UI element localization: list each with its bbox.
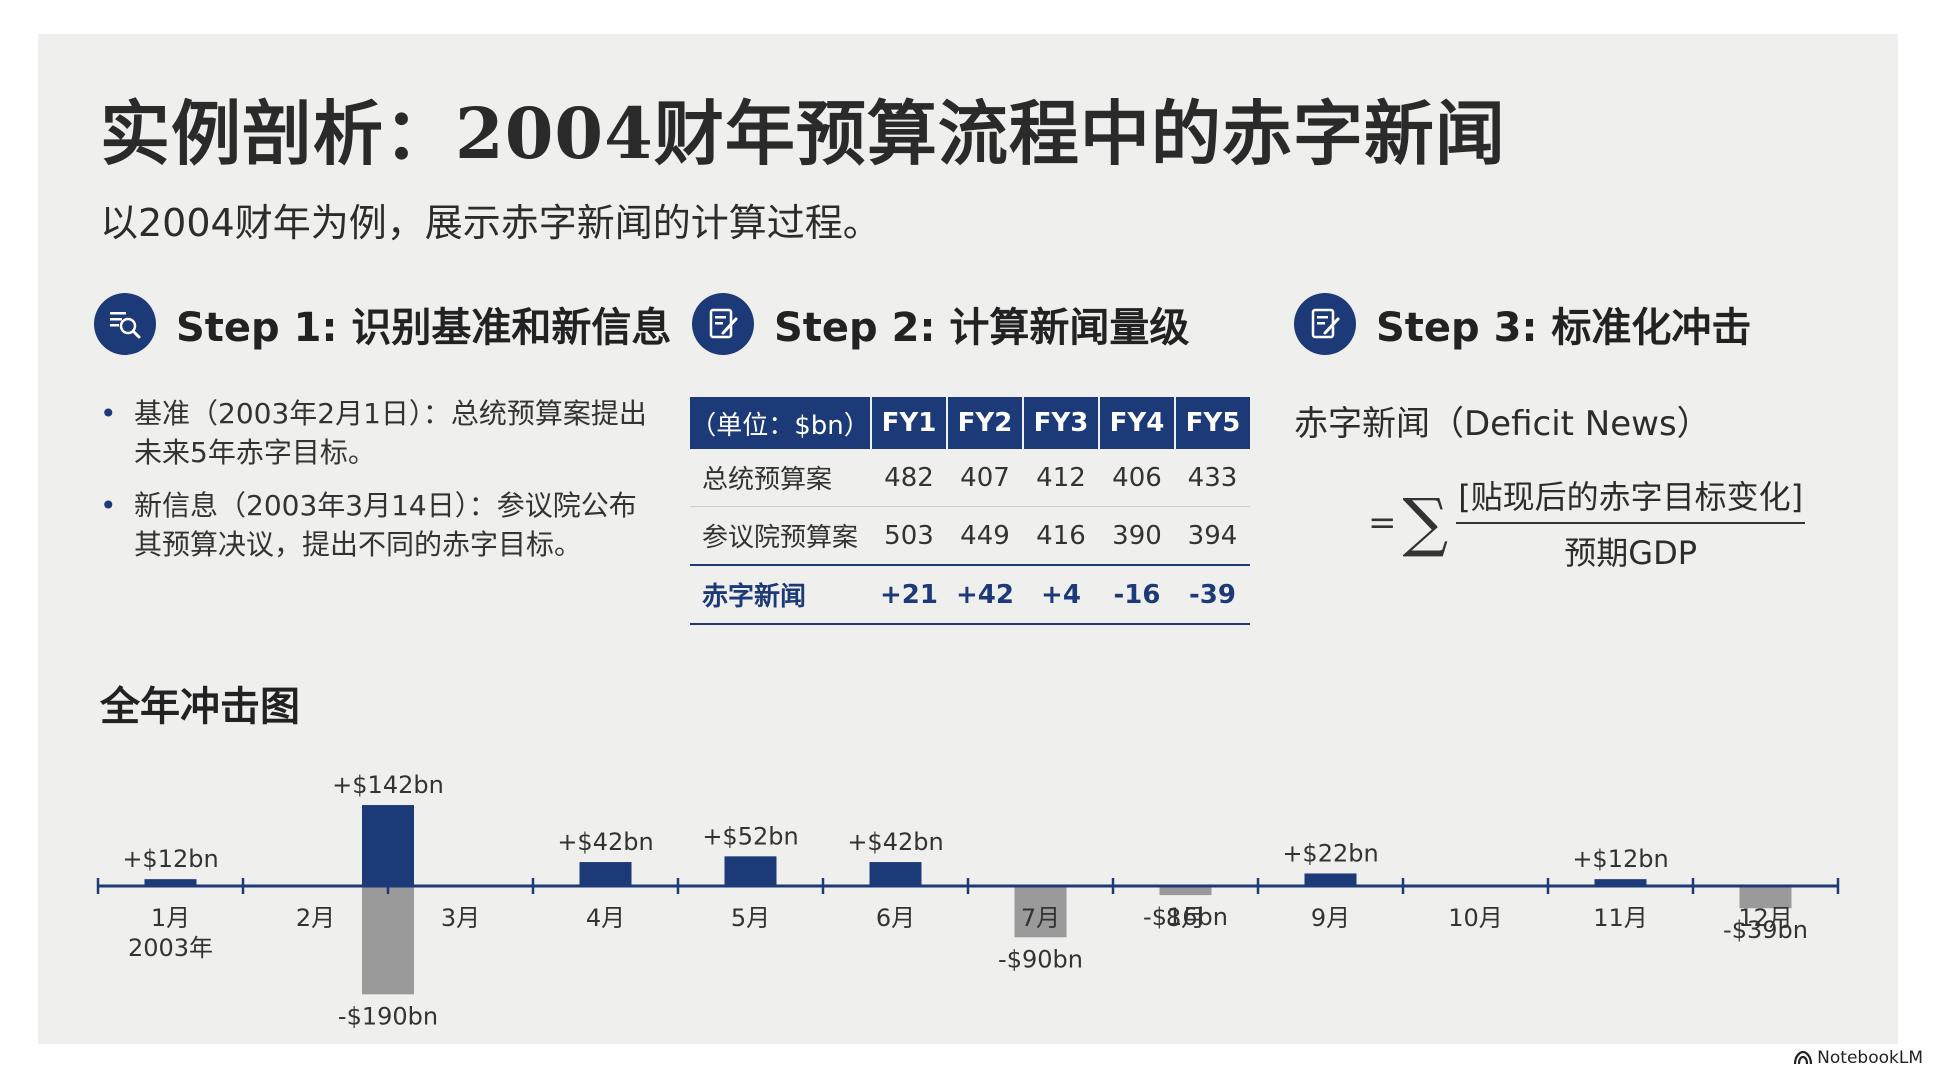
- table-cell: 390: [1099, 506, 1175, 566]
- page-subtitle: 以2004财年为例，展示赤字新闻的计算过程。: [100, 201, 881, 245]
- step-1-bullets: 基准（2003年2月1日）：总统预算案提出未来5年赤字目标。 新信息（2003年…: [94, 394, 654, 578]
- month-label: 10月: [1448, 904, 1503, 932]
- step-3-title: Step 3: 标准化冲击: [1376, 305, 1752, 351]
- table-cell: 406: [1099, 449, 1175, 507]
- data-label: +$12bn: [122, 845, 218, 873]
- month-label: 5月: [731, 904, 770, 932]
- data-label: -$39bn: [1723, 916, 1808, 944]
- numerator: [贴现后的赤字目标变化]: [1456, 472, 1806, 524]
- table-cell: 412: [1023, 449, 1099, 507]
- table-cell: 503: [871, 506, 947, 566]
- month-label: 1月: [151, 904, 190, 932]
- column-header: FY4: [1099, 397, 1176, 449]
- data-label: -$16bn: [1143, 903, 1228, 931]
- bar: [869, 862, 922, 886]
- bar: [1014, 886, 1067, 938]
- chart-title: 全年冲击图: [100, 684, 300, 730]
- bar: [724, 856, 777, 886]
- table-cell: -16: [1099, 564, 1175, 625]
- unit-header: （单位：$bn）: [690, 397, 872, 449]
- table-cell: +42: [947, 564, 1023, 625]
- table-cell: -39: [1175, 564, 1250, 625]
- bar: [362, 805, 414, 886]
- step-2-title: Step 2: 计算新闻量级: [774, 305, 1190, 351]
- month-label: 9月: [1311, 904, 1350, 932]
- notebooklm-logo-icon: [1794, 1051, 1813, 1065]
- page-title: 实例剖析：2004财年预算流程中的赤字新闻: [100, 92, 1506, 175]
- data-label: -$190bn: [338, 1002, 438, 1030]
- bullet-new-info: 新信息（2003年3月14日）：参议院公布其预算决议，提出不同的赤字目标。: [94, 486, 654, 564]
- month-label: 8月: [1166, 904, 1205, 932]
- month-label: 6月: [876, 904, 915, 932]
- data-label: +$142bn: [332, 771, 444, 799]
- table-cell: +4: [1023, 564, 1099, 625]
- step-1-header: Step 1: 识别基准和新信息: [94, 292, 671, 356]
- step-1-title: Step 1: 识别基准和新信息: [176, 305, 672, 351]
- month-label: 7月: [1021, 904, 1060, 932]
- bar: [1594, 879, 1647, 886]
- brand-name: NotebookLM: [1817, 1048, 1923, 1068]
- column-header: FY3: [1023, 397, 1100, 449]
- bar: [579, 862, 632, 886]
- table-cell: 416: [1023, 506, 1099, 566]
- month-label: 3月: [441, 904, 480, 932]
- brand-badge: NotebookLM: [1793, 1048, 1923, 1068]
- month-label: 11月: [1593, 904, 1648, 932]
- edit-document-icon: [1294, 293, 1356, 355]
- bar: [144, 879, 197, 886]
- step-2-header: Step 2: 计算新闻量级: [692, 292, 1189, 356]
- table-row-deficit-news: 赤字新闻 +21 +42 +4 -16 -39: [690, 564, 1250, 625]
- data-label: -$90bn: [998, 945, 1083, 973]
- row-label: 参议院预算案: [690, 506, 871, 566]
- table-cell: 394: [1175, 506, 1250, 566]
- table-row-president: 总统预算案 482 407 412 406 433: [690, 449, 1250, 507]
- data-label: +$42bn: [557, 828, 653, 856]
- sigma-symbol: ∑: [1402, 486, 1449, 560]
- slide: 实例剖析：2004财年预算流程中的赤字新闻 以2004财年为例，展示赤字新闻的计…: [38, 34, 1898, 1044]
- equals-sign: =: [1368, 503, 1397, 543]
- shock-chart: 1月 2月 3月 4月 5月 6月 7月 8月 9月 10月 11月 12月 2003年 +$12bn +$…: [96, 771, 1840, 1030]
- edit-document-icon: [692, 293, 754, 355]
- bar: [1739, 886, 1792, 909]
- column-header: FY1: [871, 397, 948, 449]
- data-label: +$12bn: [1572, 845, 1668, 873]
- data-label: +$52bn: [702, 822, 798, 850]
- table-row-senate: 参议院预算案 503 449 416 390 394: [690, 506, 1250, 566]
- fraction: [贴现后的赤字目标变化] 预期GDP: [1456, 472, 1806, 574]
- table-cell: 449: [947, 506, 1023, 566]
- budget-table: （单位：$bn） FY1 FY2 FY3 FY4 FY5 总统预算案 482 4…: [690, 397, 1250, 625]
- table-cell: 407: [947, 449, 1023, 507]
- table-cell: +21: [871, 564, 947, 625]
- search-document-icon: [94, 293, 156, 355]
- table-cell: 482: [871, 449, 947, 507]
- bullet-baseline: 基准（2003年2月1日）：总统预算案提出未来5年赤字目标。: [94, 394, 654, 472]
- month-label: 4月: [586, 904, 625, 932]
- formula: = ∑ [贴现后的赤字目标变化] 预期GDP: [1368, 472, 1806, 574]
- data-label: +$42bn: [847, 828, 943, 856]
- month-label: 2月: [296, 904, 335, 932]
- table-header-row: （单位：$bn） FY1 FY2 FY3 FY4 FY5: [690, 397, 1250, 449]
- bar: [362, 886, 414, 995]
- data-label: +$22bn: [1282, 839, 1378, 867]
- denominator: 预期GDP: [1564, 534, 1698, 572]
- row-label: 总统预算案: [690, 449, 871, 507]
- column-header: FY5: [1175, 397, 1250, 449]
- bar: [1304, 873, 1357, 886]
- month-label: 12月: [1738, 904, 1793, 932]
- step-3-header: Step 3: 标准化冲击: [1294, 292, 1751, 356]
- formula-label: 赤字新闻（Deficit News）: [1294, 404, 1711, 444]
- bar: [1159, 886, 1212, 896]
- column-header: FY2: [947, 397, 1024, 449]
- table-cell: 433: [1175, 449, 1250, 507]
- year-label: 2003年: [128, 934, 213, 962]
- row-label: 赤字新闻: [690, 564, 871, 625]
